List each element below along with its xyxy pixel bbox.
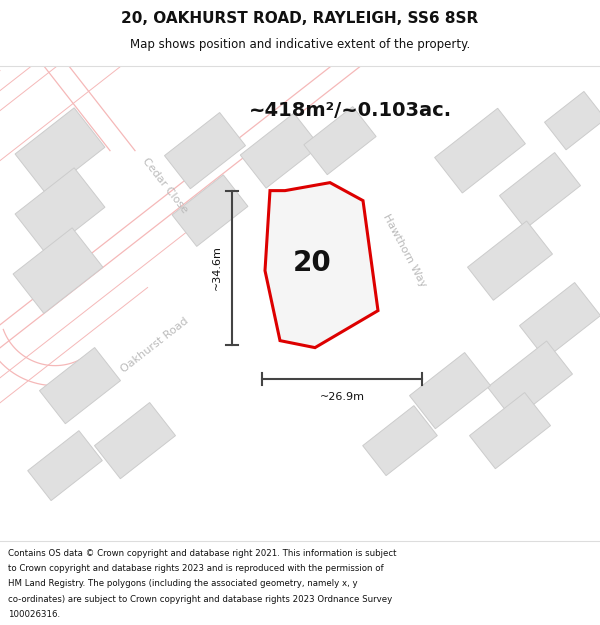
Polygon shape <box>240 113 320 188</box>
Polygon shape <box>499 152 581 229</box>
Polygon shape <box>362 406 437 476</box>
Polygon shape <box>545 91 600 150</box>
Text: Contains OS data © Crown copyright and database right 2021. This information is : Contains OS data © Crown copyright and d… <box>8 549 397 558</box>
Polygon shape <box>40 348 121 424</box>
Polygon shape <box>304 107 376 174</box>
Polygon shape <box>434 108 526 193</box>
Text: HM Land Registry. The polygons (including the associated geometry, namely x, y: HM Land Registry. The polygons (includin… <box>8 579 358 589</box>
Polygon shape <box>520 282 600 359</box>
Polygon shape <box>172 175 248 246</box>
Polygon shape <box>469 392 551 469</box>
Text: Cedar Close: Cedar Close <box>140 156 190 215</box>
Text: ~34.6m: ~34.6m <box>212 245 222 290</box>
Polygon shape <box>94 402 176 479</box>
Polygon shape <box>467 221 553 300</box>
Text: ~26.9m: ~26.9m <box>320 392 365 402</box>
Polygon shape <box>28 431 103 501</box>
Polygon shape <box>265 182 378 348</box>
Text: ~418m²/~0.103ac.: ~418m²/~0.103ac. <box>248 101 452 120</box>
Polygon shape <box>13 228 103 313</box>
Text: Hawthorn Way: Hawthorn Way <box>382 213 428 289</box>
Text: co-ordinates) are subject to Crown copyright and database rights 2023 Ordnance S: co-ordinates) are subject to Crown copyr… <box>8 594 392 604</box>
Text: to Crown copyright and database rights 2023 and is reproduced with the permissio: to Crown copyright and database rights 2… <box>8 564 383 573</box>
Text: Oakhurst Road: Oakhurst Road <box>119 316 191 375</box>
Text: 20: 20 <box>293 249 331 277</box>
Polygon shape <box>164 112 245 189</box>
Text: 100026316.: 100026316. <box>8 610 60 619</box>
Polygon shape <box>15 168 105 253</box>
Polygon shape <box>488 341 572 420</box>
Polygon shape <box>15 108 105 193</box>
Text: 20, OAKHURST ROAD, RAYLEIGH, SS6 8SR: 20, OAKHURST ROAD, RAYLEIGH, SS6 8SR <box>121 11 479 26</box>
Polygon shape <box>409 352 491 429</box>
Text: Map shows position and indicative extent of the property.: Map shows position and indicative extent… <box>130 38 470 51</box>
